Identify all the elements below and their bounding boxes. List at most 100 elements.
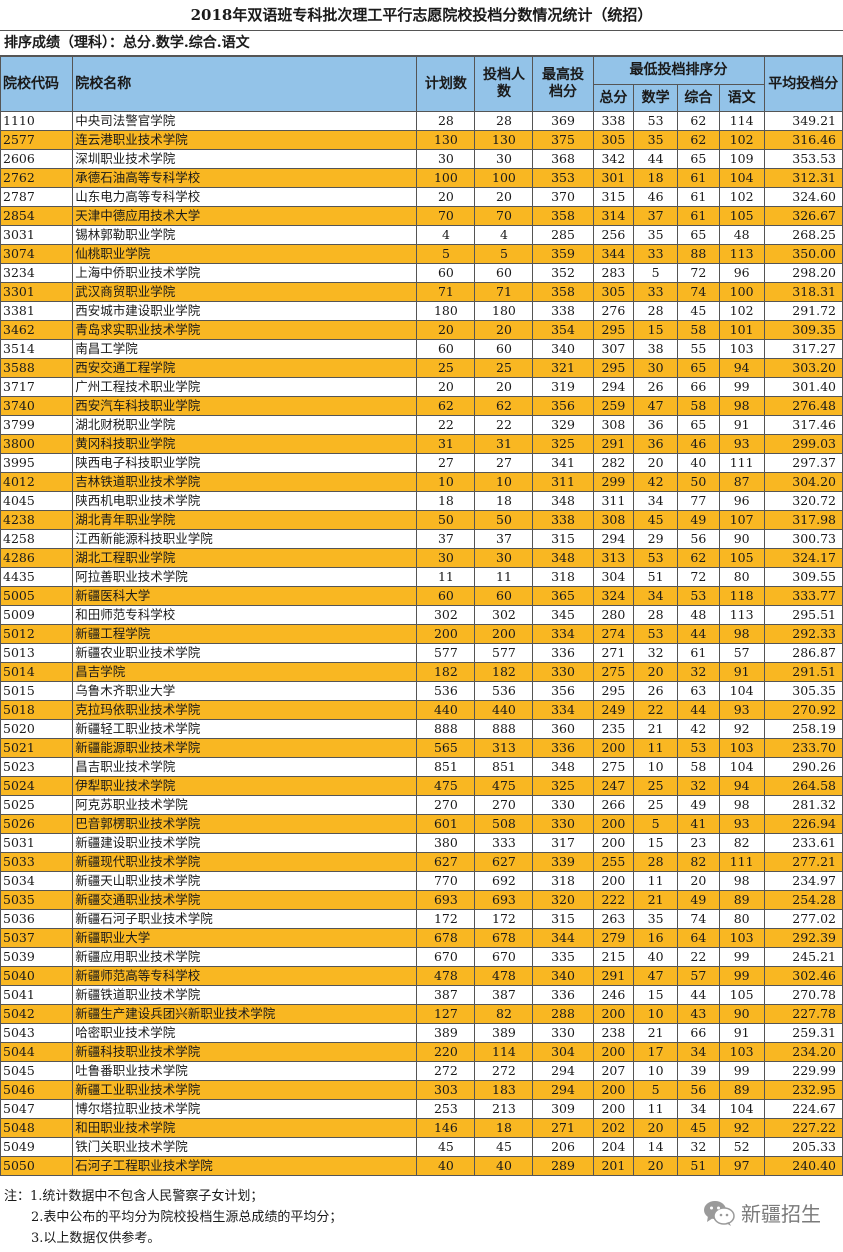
cell-admitted: 25	[474, 358, 534, 378]
cell-min-comp: 77	[677, 491, 720, 511]
notes: 注：1.统计数据中不包含人民警察子女计划； 2.表中公布的平均分为院校投档生源总…	[4, 1186, 604, 1249]
cell-min-chinese: 104	[718, 681, 765, 701]
cell-min-total: 342	[592, 149, 635, 169]
table-row: 5033 新疆现代职业技术学院 627 627 339 255 28 82 111 277.21	[0, 852, 843, 872]
cell-min-comp: 66	[677, 377, 720, 397]
cell-code: 3381	[0, 301, 74, 321]
cell-min-total: 215	[592, 947, 635, 967]
table-row: 3301 武汉商贸职业学院 71 71 358 305 33 74 100 318.31	[0, 282, 843, 302]
cell-min-chinese: 92	[718, 719, 765, 739]
cell-name: 新疆工业职业技术学院	[72, 1080, 418, 1100]
cell-min-total: 315	[592, 187, 635, 207]
cell-avg: 304.20	[763, 472, 843, 492]
cell-min-chinese: 99	[718, 966, 765, 986]
cell-avg: 258.19	[763, 719, 843, 739]
cell-admitted: 71	[474, 282, 534, 302]
cell-min-math: 16	[633, 928, 679, 948]
cell-max: 336	[532, 738, 594, 758]
cell-min-chinese: 93	[718, 700, 765, 720]
cell-min-comp: 65	[677, 358, 720, 378]
cell-avg: 291.72	[763, 301, 843, 321]
cell-min-comp: 74	[677, 282, 720, 302]
cell-name: 武汉商贸职业学院	[72, 282, 418, 302]
table-row: 5049 铁门关职业技术学院 45 45 206 204 14 32 52 205.33	[0, 1137, 843, 1157]
cell-min-chinese: 99	[718, 947, 765, 967]
cell-min-total: 275	[592, 662, 635, 682]
cell-admitted: 5	[474, 244, 534, 264]
cell-min-chinese: 96	[718, 491, 765, 511]
cell-min-math: 15	[633, 985, 679, 1005]
cell-admitted: 333	[474, 833, 534, 853]
cell-min-chinese: 102	[718, 130, 765, 150]
cell-min-math: 20	[633, 453, 679, 473]
cell-name: 新疆职业大学	[72, 928, 418, 948]
cell-max: 358	[532, 206, 594, 226]
cell-avg: 297.37	[763, 453, 843, 473]
cell-min-comp: 50	[677, 472, 720, 492]
cell-max: 311	[532, 472, 594, 492]
table-row: 5045 吐鲁番职业技术学院 272 272 294 207 10 39 99 229.99	[0, 1061, 843, 1081]
cell-avg: 312.31	[763, 168, 843, 188]
cell-avg: 301.40	[763, 377, 843, 397]
cell-admitted: 28	[474, 111, 534, 131]
cell-code: 5045	[0, 1061, 74, 1081]
header-chinese: 语文	[718, 84, 765, 112]
cell-name: 新疆农业职业技术学院	[72, 643, 418, 663]
cell-max: 330	[532, 1023, 594, 1043]
cell-code: 5012	[0, 624, 74, 644]
cell-min-total: 314	[592, 206, 635, 226]
cell-code: 3588	[0, 358, 74, 378]
cell-code: 5013	[0, 643, 74, 663]
cell-plan: 270	[416, 795, 476, 815]
cell-min-chinese: 80	[718, 909, 765, 929]
cell-max: 340	[532, 966, 594, 986]
cell-code: 4045	[0, 491, 74, 511]
cell-max: 317	[532, 833, 594, 853]
table-body: 1110 中央司法警官学院 28 28 369 338 53 62 114 349.21 2577 连…	[0, 111, 843, 1176]
cell-min-total: 238	[592, 1023, 635, 1043]
cell-avg: 305.35	[763, 681, 843, 701]
cell-avg: 316.46	[763, 130, 843, 150]
cell-plan: 380	[416, 833, 476, 853]
cell-max: 348	[532, 491, 594, 511]
cell-name: 新疆科技职业技术学院	[72, 1042, 418, 1062]
cell-admitted: 389	[474, 1023, 534, 1043]
cell-code: 3717	[0, 377, 74, 397]
cell-avg: 349.21	[763, 111, 843, 131]
cell-code: 5048	[0, 1118, 74, 1138]
cell-code: 3514	[0, 339, 74, 359]
cell-avg: 277.21	[763, 852, 843, 872]
cell-admitted: 60	[474, 339, 534, 359]
cell-min-total: 280	[592, 605, 635, 625]
table-row: 5013 新疆农业职业技术学院 577 577 336 271 32 61 57 286.87	[0, 643, 843, 663]
table-row: 5005 新疆医科大学 60 60 365 324 34 53 118 333.77	[0, 586, 843, 606]
cell-code: 2762	[0, 168, 74, 188]
cell-min-math: 5	[633, 263, 679, 283]
cell-min-total: 295	[592, 358, 635, 378]
cell-min-comp: 45	[677, 1118, 720, 1138]
cell-name: 上海中侨职业技术学院	[72, 263, 418, 283]
cell-plan: 220	[416, 1042, 476, 1062]
cell-min-comp: 55	[677, 339, 720, 359]
table-row: 3462 青岛求实职业技术学院 20 20 354 295 15 58 101 309.35	[0, 320, 843, 340]
table-row: 4012 吉林铁道职业技术学院 10 10 311 299 42 50 87 304.20	[0, 472, 843, 492]
cell-name: 连云港职业技术学院	[72, 130, 418, 150]
table-row: 3074 仙桃职业学院 5 5 359 344 33 88 113 350.00	[0, 244, 843, 264]
cell-code: 3800	[0, 434, 74, 454]
cell-code: 5015	[0, 681, 74, 701]
cell-plan: 60	[416, 586, 476, 606]
cell-min-comp: 39	[677, 1061, 720, 1081]
cell-min-comp: 62	[677, 111, 720, 131]
cell-min-math: 28	[633, 605, 679, 625]
cell-admitted: 692	[474, 871, 534, 891]
cell-max: 294	[532, 1080, 594, 1100]
cell-max: 289	[532, 1156, 594, 1176]
cell-min-math: 10	[633, 1004, 679, 1024]
cell-admitted: 50	[474, 510, 534, 530]
cell-name: 湖北财税职业学院	[72, 415, 418, 435]
cell-plan: 5	[416, 244, 476, 264]
table-row: 5025 阿克苏职业技术学院 270 270 330 266 25 49 98 281.32	[0, 795, 843, 815]
cell-plan: 180	[416, 301, 476, 321]
cell-min-comp: 23	[677, 833, 720, 853]
cell-plan: 40	[416, 1156, 476, 1176]
